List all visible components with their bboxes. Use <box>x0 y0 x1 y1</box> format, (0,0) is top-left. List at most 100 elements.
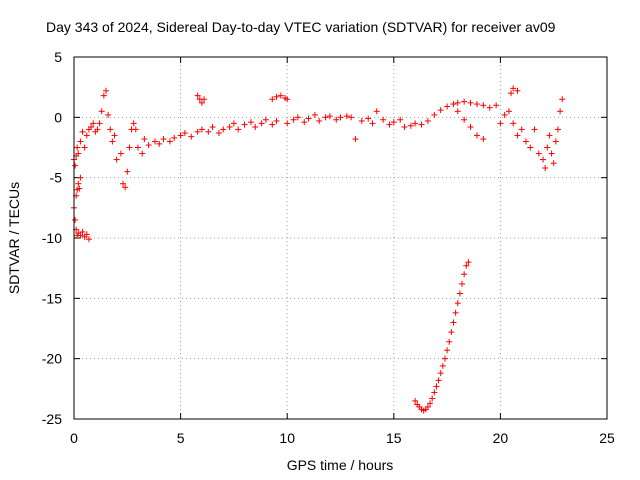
data-point <box>305 115 312 122</box>
data-point <box>77 232 84 239</box>
data-point <box>461 116 468 123</box>
data-point <box>540 156 547 163</box>
data-point <box>461 271 468 278</box>
data-point <box>77 138 84 145</box>
data-point <box>252 123 259 130</box>
data-point <box>75 150 82 157</box>
data-point <box>247 119 254 126</box>
data-point <box>501 111 508 118</box>
data-point <box>407 122 414 129</box>
data-point <box>88 123 95 130</box>
data-point <box>262 116 269 123</box>
data-point <box>326 113 333 120</box>
data-point <box>452 309 459 316</box>
data-point <box>467 99 474 106</box>
data-point <box>358 117 365 124</box>
data-point <box>348 114 355 121</box>
data-point <box>181 130 188 137</box>
data-point <box>209 123 216 130</box>
data-point <box>290 116 297 123</box>
data-point <box>322 114 329 121</box>
data-point <box>198 99 205 106</box>
data-point <box>145 142 152 149</box>
data-point <box>85 236 92 243</box>
data-point <box>77 174 84 181</box>
data-point <box>258 120 265 127</box>
data-point <box>141 136 148 143</box>
data-point <box>557 108 564 115</box>
data-point <box>444 347 451 354</box>
data-point <box>107 126 114 133</box>
data-point <box>418 121 425 128</box>
data-point <box>177 132 184 139</box>
data-point <box>437 370 444 377</box>
data-point <box>235 126 242 133</box>
data-points <box>71 85 566 414</box>
data-point <box>126 144 133 151</box>
data-point <box>386 121 393 128</box>
data-point <box>550 160 557 167</box>
x-axis-label: GPS time / hours <box>287 457 394 473</box>
data-point <box>102 87 109 94</box>
data-point <box>514 132 521 139</box>
data-point <box>124 168 131 175</box>
data-point <box>390 119 397 126</box>
data-point <box>397 116 404 123</box>
data-point <box>514 87 521 94</box>
data-point <box>205 128 212 135</box>
y-tick-label: 0 <box>54 109 62 125</box>
data-point <box>134 144 141 151</box>
x-tick-label: 20 <box>493 430 509 446</box>
data-point <box>480 102 487 109</box>
data-point <box>544 144 551 151</box>
data-point <box>369 120 376 127</box>
data-point <box>518 126 525 133</box>
data-point <box>269 96 276 103</box>
data-point <box>301 119 308 126</box>
data-point <box>546 132 553 139</box>
data-point <box>96 120 103 127</box>
data-point <box>83 132 90 139</box>
data-point <box>508 90 515 97</box>
data-point <box>373 108 380 115</box>
y-tick-label: -5 <box>50 170 63 186</box>
tick-labels: 0 5 10 15 20 25 5 0 -5 -10 -15 -20 -25 <box>42 49 615 446</box>
data-point <box>424 117 431 124</box>
data-point <box>171 134 178 141</box>
data-point <box>461 98 468 105</box>
data-point <box>450 101 457 108</box>
data-point <box>459 280 466 287</box>
data-point <box>424 403 431 410</box>
data-point <box>535 150 542 157</box>
data-point <box>444 103 451 110</box>
data-point <box>139 150 146 157</box>
data-point <box>448 329 455 336</box>
data-point <box>152 138 159 145</box>
data-point <box>72 162 79 169</box>
data-point <box>273 93 280 100</box>
data-point <box>75 180 82 187</box>
data-point <box>343 113 350 120</box>
data-point <box>241 121 248 128</box>
data-point <box>352 136 359 143</box>
data-point <box>117 150 124 157</box>
y-tick-label: -20 <box>42 351 62 367</box>
data-point <box>79 228 86 235</box>
data-point <box>284 96 291 103</box>
data-point <box>473 132 480 139</box>
data-point <box>160 136 167 143</box>
data-point <box>198 126 205 133</box>
data-point <box>215 130 222 137</box>
data-point <box>454 108 461 115</box>
data-point <box>333 116 340 123</box>
data-point <box>473 101 480 108</box>
data-point <box>465 259 472 266</box>
data-point <box>510 85 517 92</box>
data-point <box>429 395 436 402</box>
data-point <box>76 185 83 192</box>
data-point <box>74 144 81 151</box>
y-tick-label: -10 <box>42 230 62 246</box>
data-point <box>94 126 101 133</box>
data-point <box>113 156 120 163</box>
data-point <box>120 180 127 187</box>
